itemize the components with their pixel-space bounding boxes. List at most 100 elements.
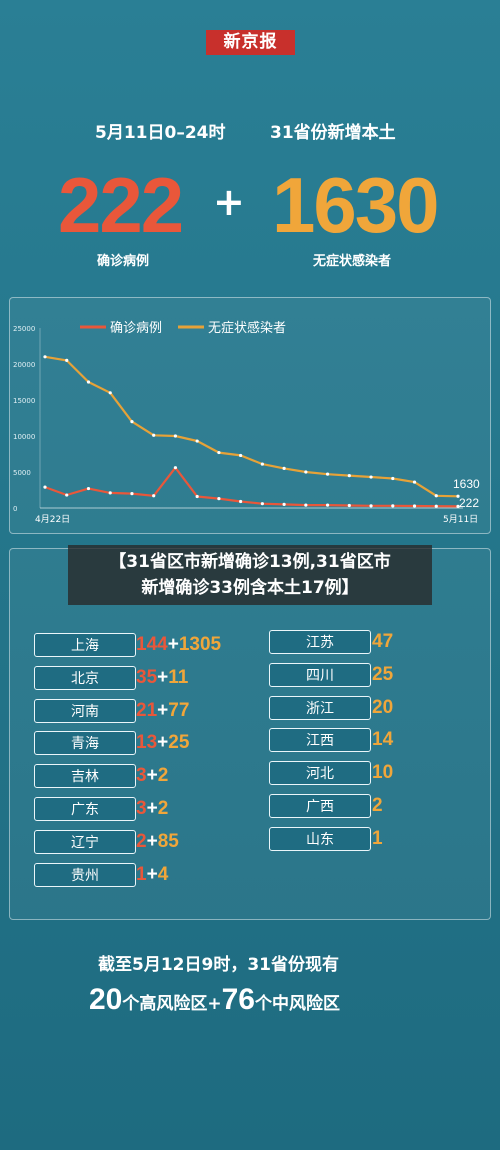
province-values: 3+2 <box>136 797 168 821</box>
total-confirmed: 222 <box>58 161 184 249</box>
series-1-point <box>260 462 264 466</box>
province-asymptomatic: 11 <box>168 666 189 688</box>
province-label: 上海 <box>34 633 136 657</box>
series-1-point <box>239 453 243 458</box>
series-0-point <box>260 502 264 506</box>
series-1-point <box>434 494 438 498</box>
plus-sign: + <box>157 699 169 721</box>
plus-sign: + <box>157 732 169 754</box>
series-1-point <box>456 494 460 498</box>
province-label: 广东 <box>34 797 136 821</box>
plus-sign: + <box>167 634 179 655</box>
xinjingbao-logo: 新京报 <box>206 30 295 55</box>
legend-label-1: 无症状感染者 <box>208 320 286 336</box>
province-values: 3+2 <box>136 764 168 788</box>
total-plus-sign: + <box>213 180 245 224</box>
header-scope: 31省份新增本土 <box>270 123 396 143</box>
province-label: 河南 <box>34 698 136 723</box>
series-1-point <box>217 450 221 455</box>
province-asymptomatic: 20 <box>372 696 394 718</box>
series-1-point <box>43 355 47 359</box>
province-confirmed: 3 <box>136 798 147 819</box>
province-asymptomatic: 14 <box>372 729 394 751</box>
province-label: 四川 <box>269 662 371 687</box>
high-risk-count: 20 <box>89 983 123 1016</box>
series-1-point <box>65 358 69 362</box>
caption-line-2: 新增确诊33例含本土17例】 <box>141 578 359 598</box>
series-0-point <box>130 492 134 496</box>
province-asymptomatic: 25 <box>168 732 190 754</box>
province-label: 青海 <box>34 731 136 756</box>
province-values: 35+11 <box>136 666 188 690</box>
province-asymptomatic: 77 <box>168 699 190 721</box>
plus-sign: + <box>146 830 158 852</box>
series-0-point <box>412 504 417 508</box>
series-1-point <box>130 420 134 424</box>
high-risk-text: 个高风险区+ <box>122 994 222 1014</box>
series-0-point <box>434 504 438 508</box>
plus-sign: + <box>146 798 158 819</box>
series-1-point <box>412 480 417 484</box>
mid-risk-text: 个中风险区 <box>255 994 340 1014</box>
province-label: 吉林 <box>34 764 136 789</box>
province-asymptomatic: 2 <box>157 798 169 819</box>
province-label: 浙江 <box>269 695 371 720</box>
mid-risk-count: 76 <box>221 983 255 1016</box>
series-0-point <box>347 503 351 508</box>
series-line-0 <box>44 466 459 508</box>
x-end-label: 5月11日 <box>443 514 478 525</box>
series-0-point <box>217 497 221 501</box>
province-label: 北京 <box>34 665 136 690</box>
series-0-point <box>173 466 178 470</box>
series-0-point <box>152 494 156 498</box>
caption-overlay: 【31省区市新增确诊13例,31省区市 新增确诊33例含本土17例】 <box>68 545 432 605</box>
province-confirmed: 144 <box>136 634 168 655</box>
confirmed-label: 确诊病例 <box>97 254 150 269</box>
series-1-point <box>152 433 156 437</box>
series-1-point <box>282 466 286 470</box>
series-0-point <box>195 494 199 499</box>
series-0-point <box>86 486 91 491</box>
series-0-point <box>369 504 373 508</box>
province-values: 13+25 <box>136 731 189 755</box>
province-label: 广西 <box>269 794 371 818</box>
series-1-point <box>108 391 112 395</box>
province-confirmed: 3 <box>136 765 147 787</box>
series-1-point <box>173 434 178 438</box>
province-values: 1+4 <box>136 863 168 887</box>
province-asymptomatic: 1305 <box>178 634 222 655</box>
footer-line-1: 截至5月12日9时，31省份现有 <box>98 955 339 975</box>
series-line-1 <box>44 355 459 498</box>
footer-line-2: 20个高风险区+76个中风险区 <box>89 983 340 1017</box>
province-asymptomatic: 1 <box>372 827 383 849</box>
province-label: 山东 <box>269 826 371 851</box>
series-1-point <box>304 470 308 474</box>
y-tick-label: 5000 <box>13 469 31 477</box>
y-tick-label: 20000 <box>13 361 35 369</box>
y-tick-label: 0 <box>13 505 17 513</box>
province-values: 21+77 <box>136 699 189 723</box>
series-0-point <box>391 504 395 508</box>
province-confirmed: 21 <box>136 699 158 721</box>
province-values: 2+85 <box>136 830 179 854</box>
chart-panel: 0 5000 10000 15000 20000 25000 4月22日 5月11日 确诊病例 无… <box>9 297 491 534</box>
series-0-point <box>65 493 69 497</box>
province-values: 144+1305 <box>136 633 221 657</box>
series-0-point <box>304 503 308 507</box>
province-label: 江苏 <box>269 630 371 654</box>
series-1-point <box>391 476 395 481</box>
series-0-point <box>108 491 112 495</box>
series-1-point <box>347 474 351 478</box>
province-asymptomatic: 2 <box>157 765 169 787</box>
end-label-asymptomatic: 1630 <box>453 477 480 491</box>
series-1-point <box>369 475 373 479</box>
province-asymptomatic: 2 <box>372 795 383 816</box>
series-0-point <box>43 485 47 489</box>
series-0-point <box>456 504 460 509</box>
legend-label-0: 确诊病例 <box>110 321 162 336</box>
province-label: 贵州 <box>34 862 136 887</box>
trend-chart: 0 5000 10000 15000 20000 25000 4月22日 5月11日 确诊病例 无… <box>13 320 480 525</box>
series-0-point <box>239 499 243 504</box>
series-0-point <box>325 503 330 507</box>
